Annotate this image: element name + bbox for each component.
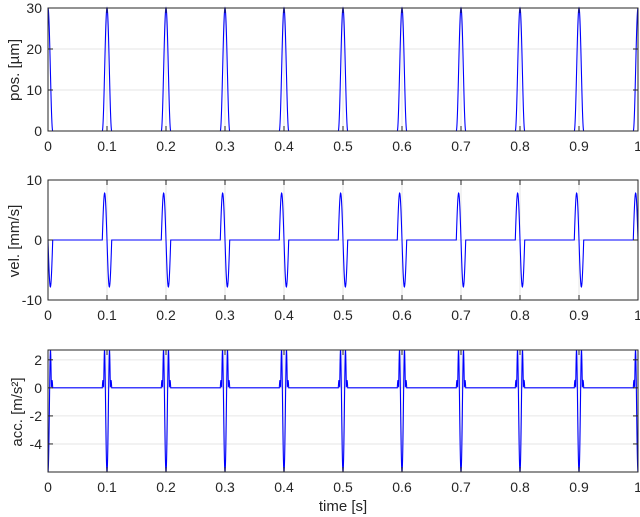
position-y-tick-label: 30 xyxy=(26,0,42,16)
velocity-x-tick-label: 0.5 xyxy=(333,307,353,323)
velocity-x-tick-label: 0.3 xyxy=(215,307,235,323)
position-subplot: 0 0.1 0.2 0.3 0.4 0.5 0.6 0.7 0.8 0.9 10102030pos.… xyxy=(6,0,640,154)
acceleration-x-tick-label: 0.6 xyxy=(392,479,412,495)
acceleration-y-axis-label: acc. [m/s²] xyxy=(9,377,26,446)
position-x-tick-label: 1 xyxy=(634,138,640,154)
velocity-x-tick-label: 0.1 xyxy=(97,307,117,323)
velocity-x-tick-label: 1 xyxy=(634,307,640,323)
position-x-tick-label: 0 xyxy=(44,138,52,154)
position-x-tick-label: 0.6 xyxy=(392,138,412,154)
acceleration-x-tick-label: 0 xyxy=(44,479,52,495)
position-x-tick-label: 0.7 xyxy=(451,138,471,154)
acceleration-x-tick-label: 0.7 xyxy=(451,479,471,495)
acceleration-x-tick-label: 0.4 xyxy=(274,479,294,495)
position-y-tick-label: 20 xyxy=(26,41,42,57)
acceleration-x-tick-label: 0.9 xyxy=(569,479,589,495)
time-x-axis-label: time [s] xyxy=(319,498,367,515)
acceleration-subplot: 0 0.1 0.2 0.3 0.4 0.5 0.6 0.7 0.8 0.9 1 -4 -2 0 2 acc. … xyxy=(9,349,640,515)
position-x-tick-label: 0.2 xyxy=(156,138,176,154)
acceleration-x-tick-label: 0.3 xyxy=(215,479,235,495)
velocity-x-tick-label: 0.6 xyxy=(392,307,412,323)
position-y-axis-label: pos. [µm] xyxy=(6,39,23,101)
velocity-series-line xyxy=(47,191,639,289)
velocity-x-tick-label: 0.7 xyxy=(451,307,471,323)
velocity-x-tick-label: 0.9 xyxy=(569,307,589,323)
acceleration-y-tick-label: 2 xyxy=(34,352,42,368)
velocity-x-tick-label: 0 xyxy=(44,307,52,323)
acceleration-x-tick-label: 0.5 xyxy=(333,479,353,495)
velocity-x-tick-label: 0.4 xyxy=(274,307,294,323)
position-x-tick-label: 0.8 xyxy=(510,138,530,154)
position-x-tick-label: 0.5 xyxy=(333,138,353,154)
acceleration-y-tick-label: -4 xyxy=(30,436,43,452)
position-y-tick-label: 10 xyxy=(26,82,42,98)
acceleration-y-tick-label: 0 xyxy=(34,380,42,396)
position-x-tick-label: 0.9 xyxy=(569,138,589,154)
position-y-tick-label: 0 xyxy=(34,123,42,139)
position-x-tick-label: 0.1 xyxy=(97,138,117,154)
velocity-x-tick-label: 0.2 xyxy=(156,307,176,323)
velocity-x-tick-label: 0.8 xyxy=(510,307,530,323)
acceleration-x-tick-label: 0.2 xyxy=(156,479,176,495)
velocity-y-tick-label: -10 xyxy=(22,292,42,308)
acceleration-y-tick-label: -2 xyxy=(30,408,43,424)
velocity-y-tick-label: 0 xyxy=(34,232,42,248)
acceleration-x-tick-label: 0.8 xyxy=(510,479,530,495)
velocity-y-tick-label: 10 xyxy=(26,172,42,188)
velocity-y-axis-label: vel. [mm/s] xyxy=(6,205,23,278)
position-x-tick-label: 0.4 xyxy=(274,138,294,154)
velocity-subplot: 0 0.1 0.2 0.3 0.4 0.5 0.6 0.7 0.8 0.9 1-10010vel. … xyxy=(6,172,640,323)
acceleration-x-tick-label: 0.1 xyxy=(97,479,117,495)
acceleration-x-tick-label: 1 xyxy=(634,479,640,495)
position-x-tick-label: 0.3 xyxy=(215,138,235,154)
